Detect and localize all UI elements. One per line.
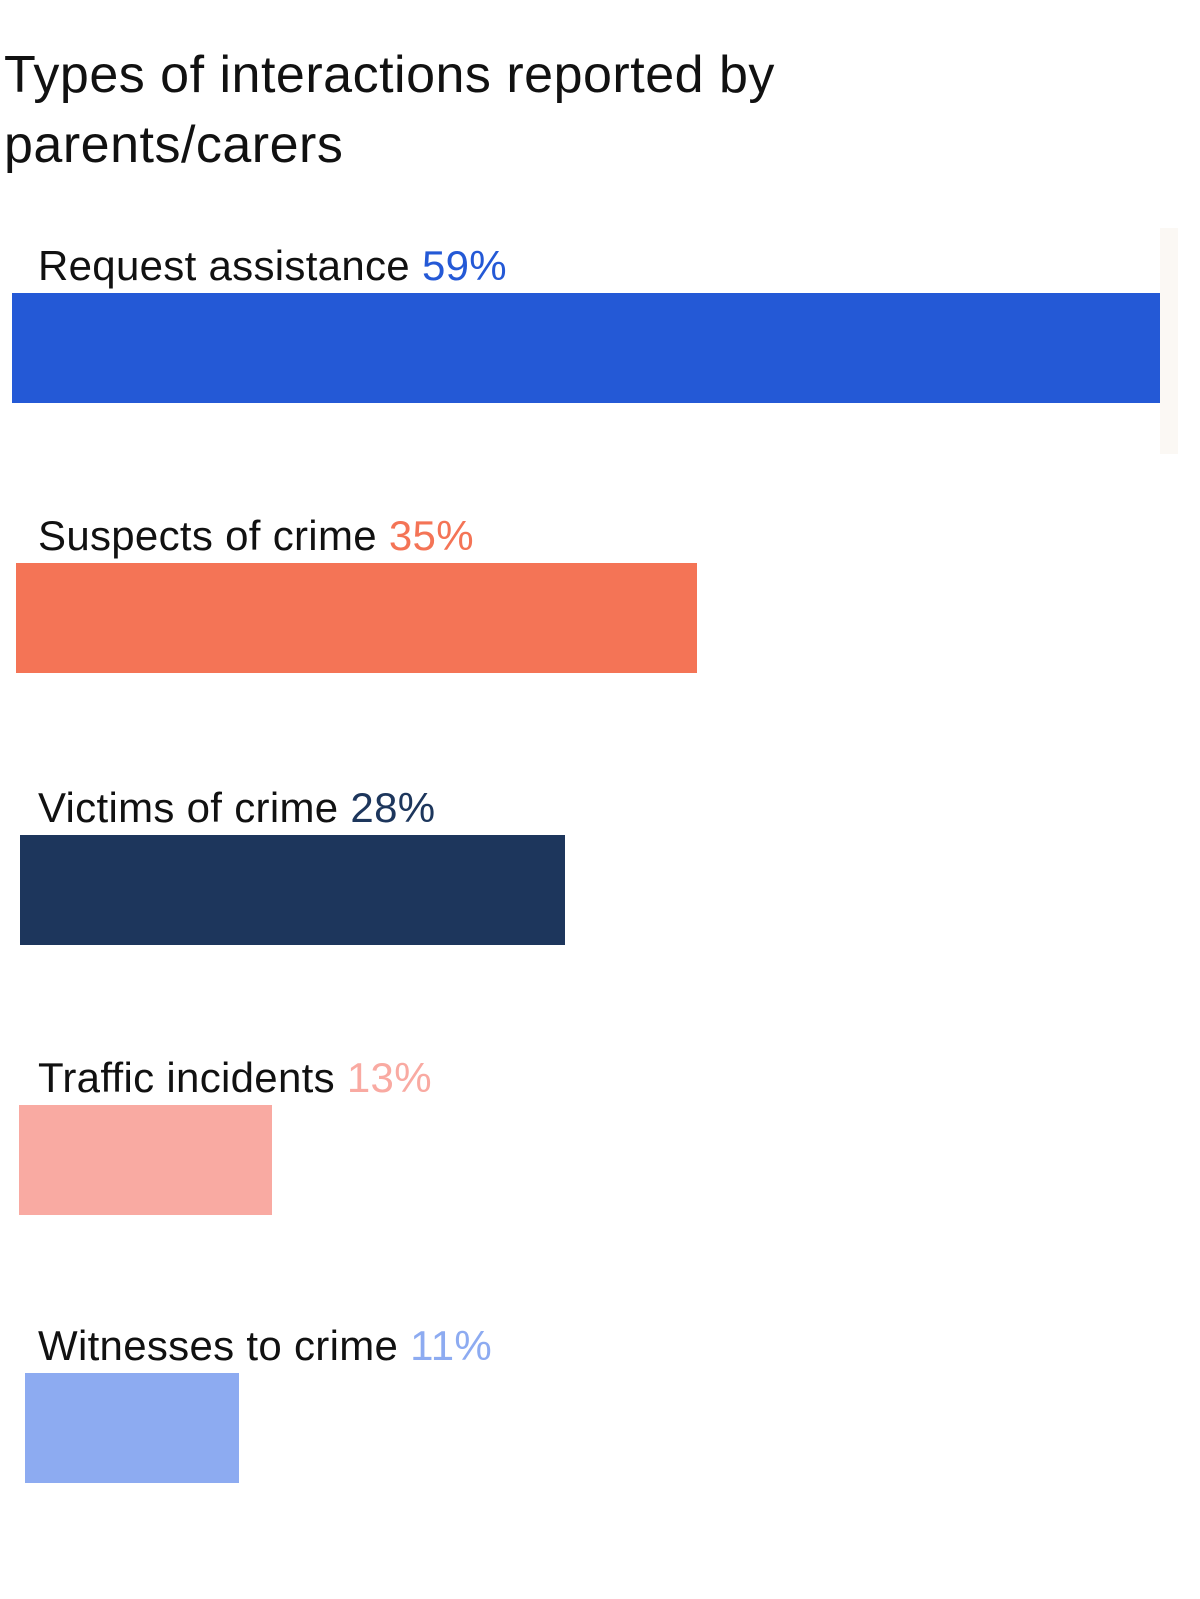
category-name: Witnesses to crime	[38, 1322, 399, 1369]
bar	[12, 293, 1160, 403]
value-label: 13%	[346, 1054, 432, 1101]
bar	[20, 835, 565, 945]
value-label: 28%	[350, 784, 436, 831]
bar	[19, 1105, 272, 1215]
category-label: Victims of crime 28%	[38, 780, 435, 836]
value-label: 35%	[388, 512, 474, 559]
category-label: Traffic incidents 13%	[38, 1050, 432, 1106]
category-name: Traffic incidents	[38, 1054, 335, 1101]
bar-track-background	[1160, 228, 1178, 454]
value-label: 11%	[410, 1322, 493, 1369]
value-label: 59%	[421, 242, 507, 289]
bar	[16, 563, 697, 673]
bar	[25, 1373, 239, 1483]
category-name: Victims of crime	[38, 784, 339, 831]
category-name: Request assistance	[38, 242, 410, 289]
category-name: Suspects of crime	[38, 512, 377, 559]
category-label: Witnesses to crime 11%	[38, 1318, 492, 1374]
category-label: Request assistance 59%	[38, 238, 507, 294]
chart-title: Types of interactions reported by parent…	[4, 46, 775, 174]
category-label: Suspects of crime 35%	[38, 508, 474, 564]
